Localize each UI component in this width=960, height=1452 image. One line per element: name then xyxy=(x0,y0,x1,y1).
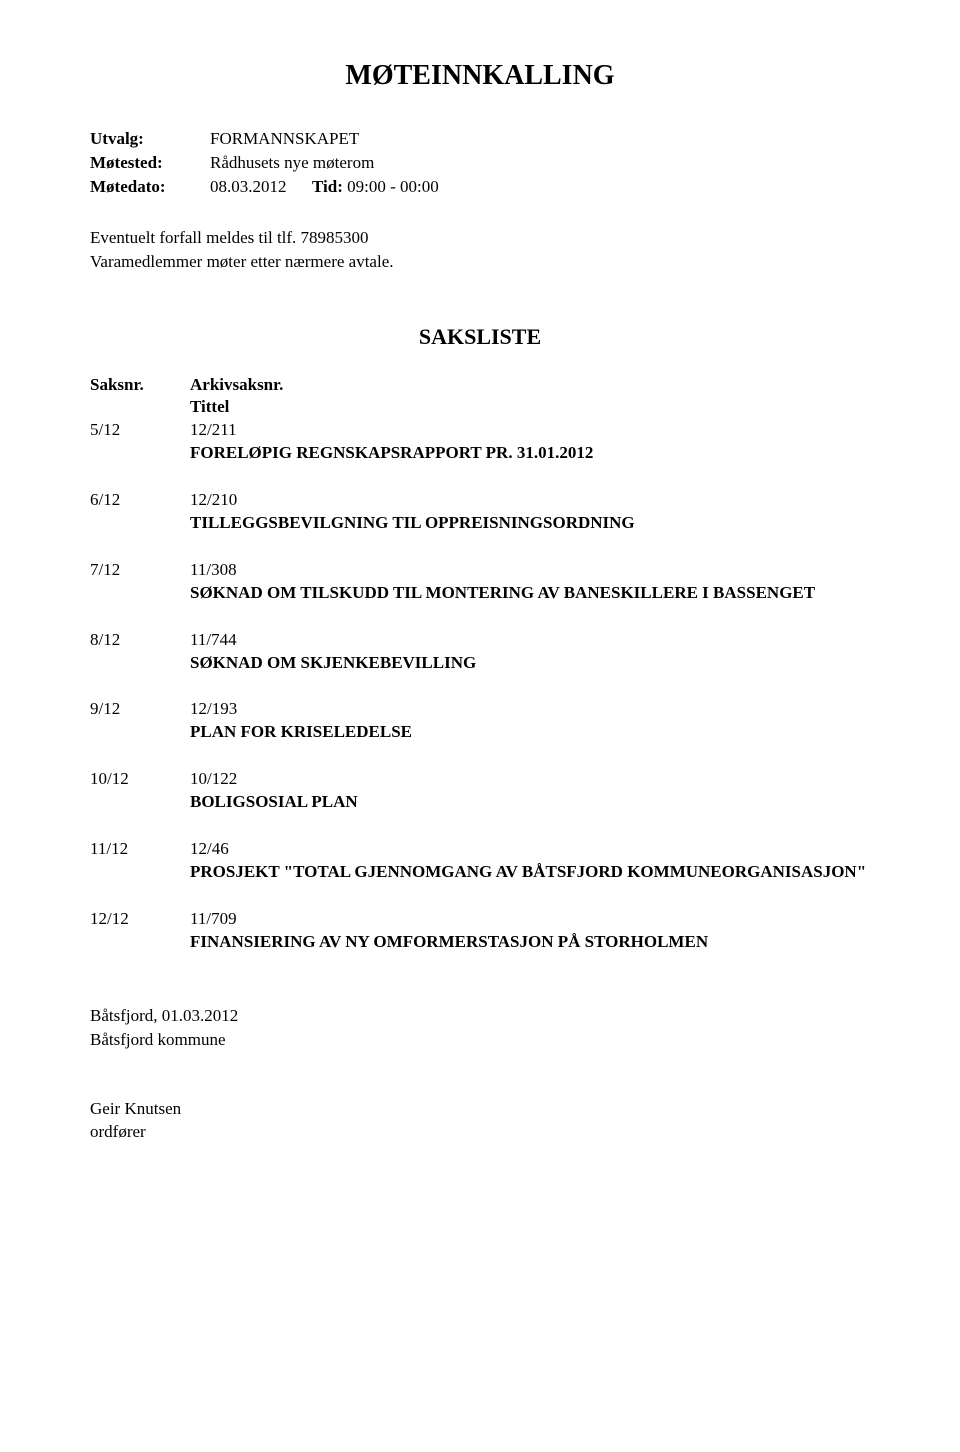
case-title: SØKNAD OM SKJENKEBEVILLING xyxy=(190,652,870,675)
case-number: 6/12 xyxy=(90,489,190,512)
signature-name: Geir Knutsen xyxy=(90,1097,870,1121)
case-item: 6/1212/210TILLEGGSBEVILGNING TIL OPPREIS… xyxy=(90,489,870,535)
case-row: 6/1212/210 xyxy=(90,489,870,512)
case-number: 8/12 xyxy=(90,629,190,652)
case-item: 9/1212/193PLAN FOR KRISELEDELSE xyxy=(90,698,870,744)
signature-role: ordfører xyxy=(90,1120,870,1144)
motedato-label: Møtedato: xyxy=(90,175,210,199)
meeting-header: Utvalg: FORMANNSKAPET Møtested: Rådhuset… xyxy=(90,127,870,198)
utvalg-label: Utvalg: xyxy=(90,127,210,151)
case-title: FINANSIERING AV NY OMFORMERSTASJON PÅ ST… xyxy=(190,931,870,954)
case-row: 9/1212/193 xyxy=(90,698,870,721)
col-tittel-header: Tittel xyxy=(190,397,870,417)
case-reference: 12/211 xyxy=(190,419,870,442)
case-reference: 10/122 xyxy=(190,768,870,791)
case-number: 11/12 xyxy=(90,838,190,861)
case-number: 10/12 xyxy=(90,768,190,791)
case-item: 7/1211/308SØKNAD OM TILSKUDD TIL MONTERI… xyxy=(90,559,870,605)
col-saksnr-header: Saksnr. xyxy=(90,375,190,395)
case-item: 11/1212/46PROSJEKT "TOTAL GJENNOMGANG AV… xyxy=(90,838,870,884)
case-number: 7/12 xyxy=(90,559,190,582)
case-reference: 11/744 xyxy=(190,629,870,652)
case-row: 10/1210/122 xyxy=(90,768,870,791)
utvalg-value: FORMANNSKAPET xyxy=(210,127,870,151)
case-title: TILLEGGSBEVILGNING TIL OPPREISNINGSORDNI… xyxy=(190,512,870,535)
motested-label: Møtested: xyxy=(90,151,210,175)
motedato-date: 08.03.2012 xyxy=(210,177,287,196)
case-reference: 11/709 xyxy=(190,908,870,931)
motested-row: Møtested: Rådhusets nye møterom xyxy=(90,151,870,175)
case-title: BOLIGSOSIAL PLAN xyxy=(190,791,870,814)
forfall-line2: Varamedlemmer møter etter nærmere avtale… xyxy=(90,250,870,274)
case-row: 12/1211/709 xyxy=(90,908,870,931)
case-title: PROSJEKT "TOTAL GJENNOMGANG AV BÅTSFJORD… xyxy=(190,861,870,884)
case-item: 10/1210/122BOLIGSOSIAL PLAN xyxy=(90,768,870,814)
tid-label: Tid: xyxy=(312,177,343,196)
cases-list: 5/1212/211FORELØPIG REGNSKAPSRAPPORT PR.… xyxy=(90,419,870,954)
signature-section: Geir Knutsen ordfører xyxy=(90,1097,870,1145)
case-row: 7/1211/308 xyxy=(90,559,870,582)
tid-value: 09:00 - 00:00 xyxy=(347,177,439,196)
case-number: 12/12 xyxy=(90,908,190,931)
case-title: PLAN FOR KRISELEDELSE xyxy=(190,721,870,744)
case-number: 5/12 xyxy=(90,419,190,442)
case-reference: 11/308 xyxy=(190,559,870,582)
footer-place-date: Båtsfjord, 01.03.2012 xyxy=(90,1004,870,1028)
case-reference: 12/210 xyxy=(190,489,870,512)
footer-kommune: Båtsfjord kommune xyxy=(90,1028,870,1052)
case-row: 5/1212/211 xyxy=(90,419,870,442)
forfall-line1: Eventuelt forfall meldes til tlf. 789853… xyxy=(90,226,870,250)
col-arkiv-header: Arkivsaksnr. xyxy=(190,375,870,395)
case-reference: 12/193 xyxy=(190,698,870,721)
case-item: 5/1212/211FORELØPIG REGNSKAPSRAPPORT PR.… xyxy=(90,419,870,465)
case-title: FORELØPIG REGNSKAPSRAPPORT PR. 31.01.201… xyxy=(190,442,870,465)
motedato-row: Møtedato: 08.03.2012 Tid: 09:00 - 00:00 xyxy=(90,175,870,199)
case-number: 9/12 xyxy=(90,698,190,721)
motedato-value: 08.03.2012 Tid: 09:00 - 00:00 xyxy=(210,175,870,199)
motested-value: Rådhusets nye møterom xyxy=(210,151,870,175)
utvalg-row: Utvalg: FORMANNSKAPET xyxy=(90,127,870,151)
case-row: 8/1211/744 xyxy=(90,629,870,652)
case-item: 12/1211/709FINANSIERING AV NY OMFORMERST… xyxy=(90,908,870,954)
case-reference: 12/46 xyxy=(190,838,870,861)
case-row: 11/1212/46 xyxy=(90,838,870,861)
document-title: MØTEINNKALLING xyxy=(90,60,870,92)
case-title: SØKNAD OM TILSKUDD TIL MONTERING AV BANE… xyxy=(190,582,870,605)
case-item: 8/1211/744SØKNAD OM SKJENKEBEVILLING xyxy=(90,629,870,675)
table-header: Saksnr. Arkivsaksnr. xyxy=(90,375,870,395)
footer-section: Båtsfjord, 01.03.2012 Båtsfjord kommune xyxy=(90,1004,870,1052)
forfall-section: Eventuelt forfall meldes til tlf. 789853… xyxy=(90,226,870,274)
saksliste-title: SAKSLISTE xyxy=(90,324,870,350)
